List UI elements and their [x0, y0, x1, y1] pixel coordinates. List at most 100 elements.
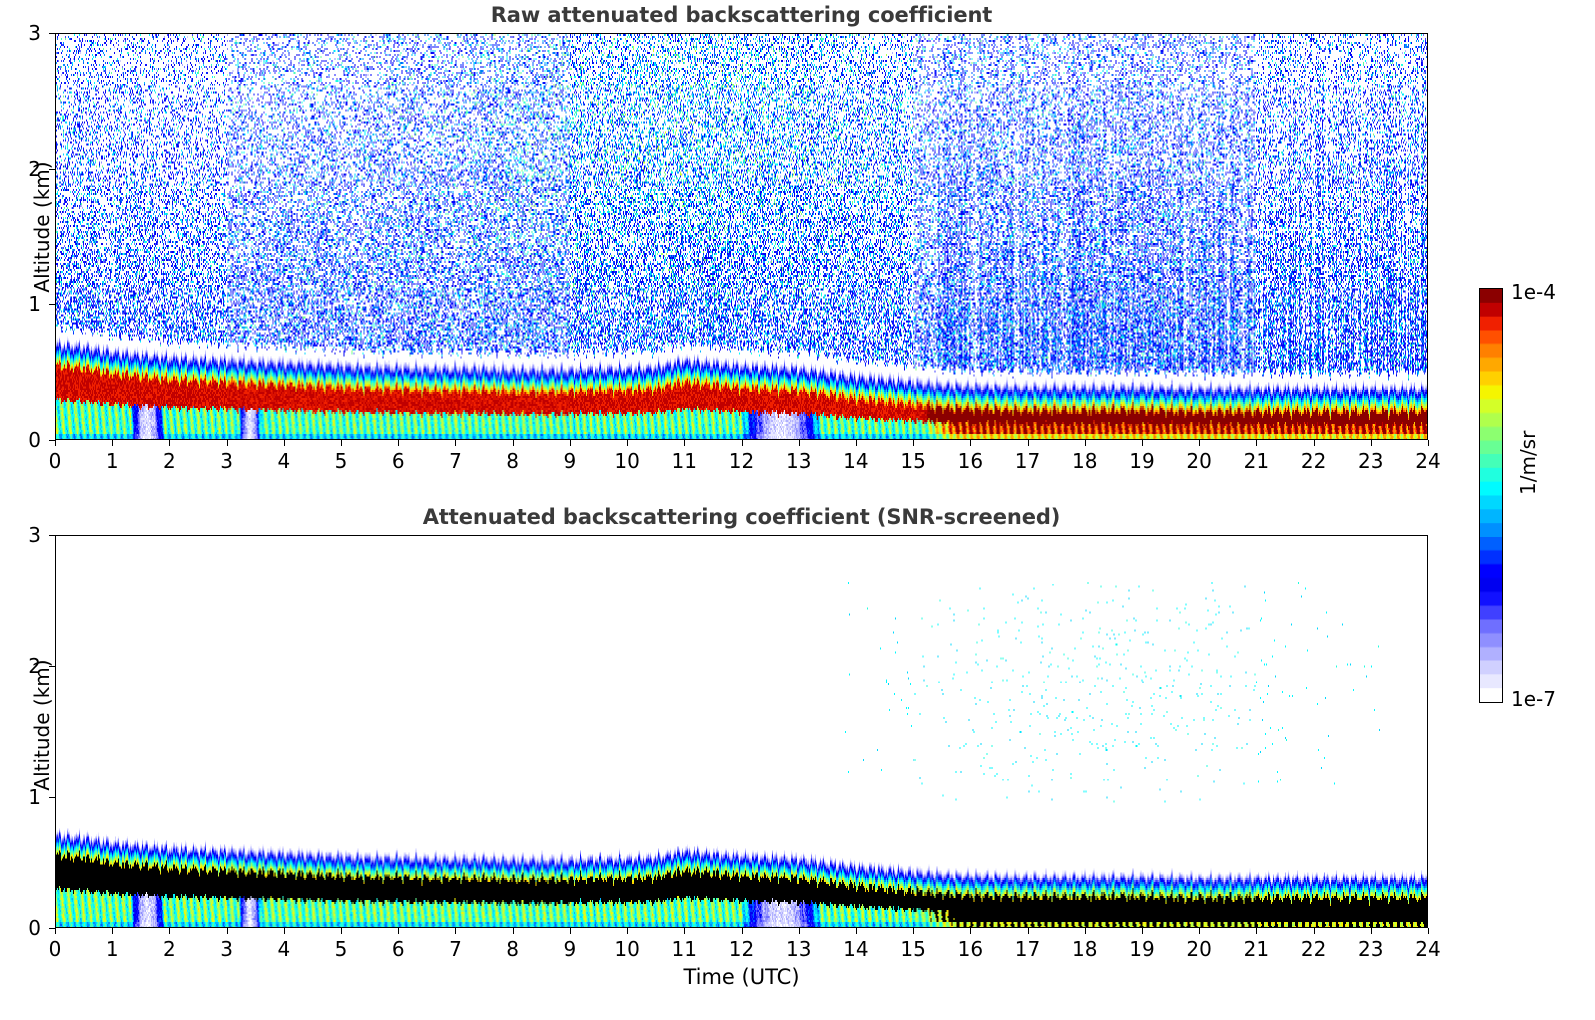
x-tick-bot-24	[1428, 928, 1429, 934]
x-ticklabel-top-19: 19	[1129, 449, 1155, 473]
x-ticklabel-top-10: 10	[614, 449, 640, 473]
x-tick-top-7	[455, 440, 457, 446]
x-ticklabel-top-13: 13	[785, 449, 812, 473]
x-ticklabel-top-23: 23	[1358, 449, 1384, 473]
x-ticklabel-bot-12: 12	[728, 937, 755, 961]
x-tick-bot-23	[1370, 928, 1372, 934]
x-ticklabel-top-22: 22	[1300, 449, 1327, 473]
x-tick-top-6	[398, 440, 400, 446]
x-ticklabel-top-0: 0	[48, 449, 62, 473]
x-ticklabel-bot-7: 7	[449, 937, 462, 961]
y-ticklabel-top-1: 1	[28, 292, 41, 317]
y-tick-bot-0	[49, 928, 55, 929]
x-tick-top-18	[1084, 440, 1086, 446]
x-tick-top-14	[855, 440, 857, 446]
x-ticklabel-bot-0: 0	[48, 937, 62, 961]
x-ticklabel-top-5: 5	[334, 449, 348, 473]
y-tick-top-2	[49, 168, 55, 170]
y-ticklabel-top-0: 0	[28, 428, 41, 452]
panel-title-raw: Raw attenuated backscattering coefficien…	[490, 3, 993, 27]
x-ticklabel-bot-18: 18	[1072, 937, 1098, 961]
x-ticklabel-bot-3: 3	[220, 937, 233, 961]
x-ticklabel-top-12: 12	[728, 449, 755, 473]
x-tick-top-13	[798, 440, 800, 446]
x-tick-top-15	[913, 440, 915, 446]
x-tick-top-10	[627, 440, 629, 446]
x-tick-bot-16	[970, 928, 972, 934]
x-tick-bot-8	[512, 928, 514, 934]
x-ticklabel-bot-23: 23	[1358, 937, 1384, 961]
y-tick-bot-3	[49, 535, 55, 536]
y-ticklabel-bot-3: 3	[28, 523, 41, 547]
x-ticklabel-bot-16: 16	[957, 937, 984, 961]
x-tick-bot-2	[169, 928, 171, 934]
colorbar-max-label: 1e-4	[1511, 280, 1556, 304]
x-ticklabel-top-6: 6	[391, 449, 405, 473]
x-ticklabel-bot-22: 22	[1300, 937, 1327, 961]
y-ticklabel-bot-1: 1	[28, 785, 41, 809]
x-ticklabel-top-3: 3	[220, 449, 233, 473]
y-tick-top-3	[49, 33, 55, 34]
y-ticklabel-top-3: 3	[28, 21, 41, 45]
x-tick-bot-0	[55, 928, 56, 934]
x-tick-bot-14	[855, 928, 857, 934]
x-ticklabel-bot-13: 13	[785, 937, 812, 961]
x-ticklabel-top-7: 7	[449, 449, 462, 473]
x-ticklabel-top-11: 11	[671, 449, 698, 473]
x-tick-top-19	[1141, 440, 1143, 446]
x-ticklabel-bot-8: 8	[506, 937, 520, 961]
x-tick-top-0	[55, 440, 56, 446]
x-tick-bot-6	[398, 928, 400, 934]
panel-title-screened: Attenuated backscattering coefficient (S…	[422, 505, 1061, 529]
colorbar-unit-label: 1/m/sr	[1516, 430, 1540, 495]
x-ticklabel-bot-6: 6	[391, 937, 405, 961]
x-ticklabel-top-4: 4	[277, 449, 291, 473]
x-ticklabel-top-15: 15	[900, 449, 926, 473]
x-tick-top-21	[1256, 440, 1258, 446]
x-tick-bot-10	[627, 928, 629, 934]
x-ticklabel-bot-24: 24	[1415, 937, 1441, 961]
x-ticklabel-bot-17: 17	[1014, 937, 1041, 961]
y-tick-bot-2	[49, 666, 55, 667]
x-ticklabel-top-18: 18	[1072, 449, 1098, 473]
colorbar-gradient	[1479, 288, 1503, 703]
x-ticklabel-bot-4: 4	[277, 937, 291, 961]
x-tick-top-8	[512, 440, 514, 446]
x-tick-bot-15	[913, 928, 915, 934]
x-ticklabel-bot-21: 21	[1243, 937, 1270, 961]
y-ticklabel-top-2: 2	[28, 156, 41, 181]
axes-raw-backscatter	[55, 33, 1428, 440]
x-tick-top-16	[970, 440, 972, 446]
x-tick-top-9	[569, 440, 571, 446]
x-tick-top-4	[283, 440, 285, 446]
x-ticklabel-bot-2: 2	[163, 937, 176, 961]
x-tick-top-17	[1027, 440, 1029, 446]
x-ticklabel-top-20: 20	[1186, 449, 1212, 473]
x-ticklabel-top-14: 14	[843, 449, 869, 473]
x-ticklabel-bot-11: 11	[671, 937, 698, 961]
x-tick-top-3	[226, 440, 228, 446]
y-tick-bot-1	[49, 797, 55, 798]
x-ticklabel-top-17: 17	[1014, 449, 1041, 473]
x-ticklabel-top-8: 8	[506, 449, 520, 473]
x-tick-top-11	[684, 440, 686, 446]
x-tick-bot-7	[455, 928, 457, 934]
x-tick-bot-20	[1199, 928, 1201, 934]
x-tick-bot-19	[1141, 928, 1143, 934]
x-tick-bot-1	[112, 928, 114, 934]
colorbar-min-label: 1e-7	[1511, 687, 1556, 711]
x-tick-top-5	[341, 440, 343, 446]
x-ticklabel-bot-15: 15	[900, 937, 926, 961]
colorbar: 1e-4 1e-7	[1479, 280, 1556, 711]
x-tick-bot-18	[1084, 928, 1086, 934]
x-tick-bot-3	[226, 928, 228, 934]
heatmap-raw-backscatter	[56, 34, 1427, 439]
x-ticklabel-top-1: 1	[105, 449, 119, 473]
x-ticklabel-top-24: 24	[1415, 449, 1441, 473]
x-ticklabel-bot-14: 14	[843, 937, 869, 961]
x-ticklabel-top-16: 16	[957, 449, 984, 473]
axes-screened-backscatter	[55, 535, 1428, 928]
x-tick-top-1	[112, 440, 114, 446]
x-tick-bot-4	[283, 928, 285, 934]
